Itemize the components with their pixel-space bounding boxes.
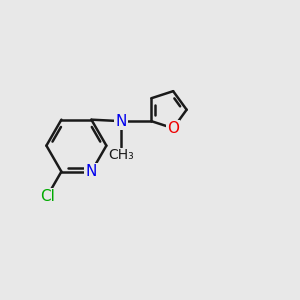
Text: N: N [86,164,97,179]
Text: O: O [167,121,179,136]
Text: CH₃: CH₃ [109,148,134,162]
Text: N: N [116,114,127,129]
Text: Cl: Cl [40,189,55,204]
